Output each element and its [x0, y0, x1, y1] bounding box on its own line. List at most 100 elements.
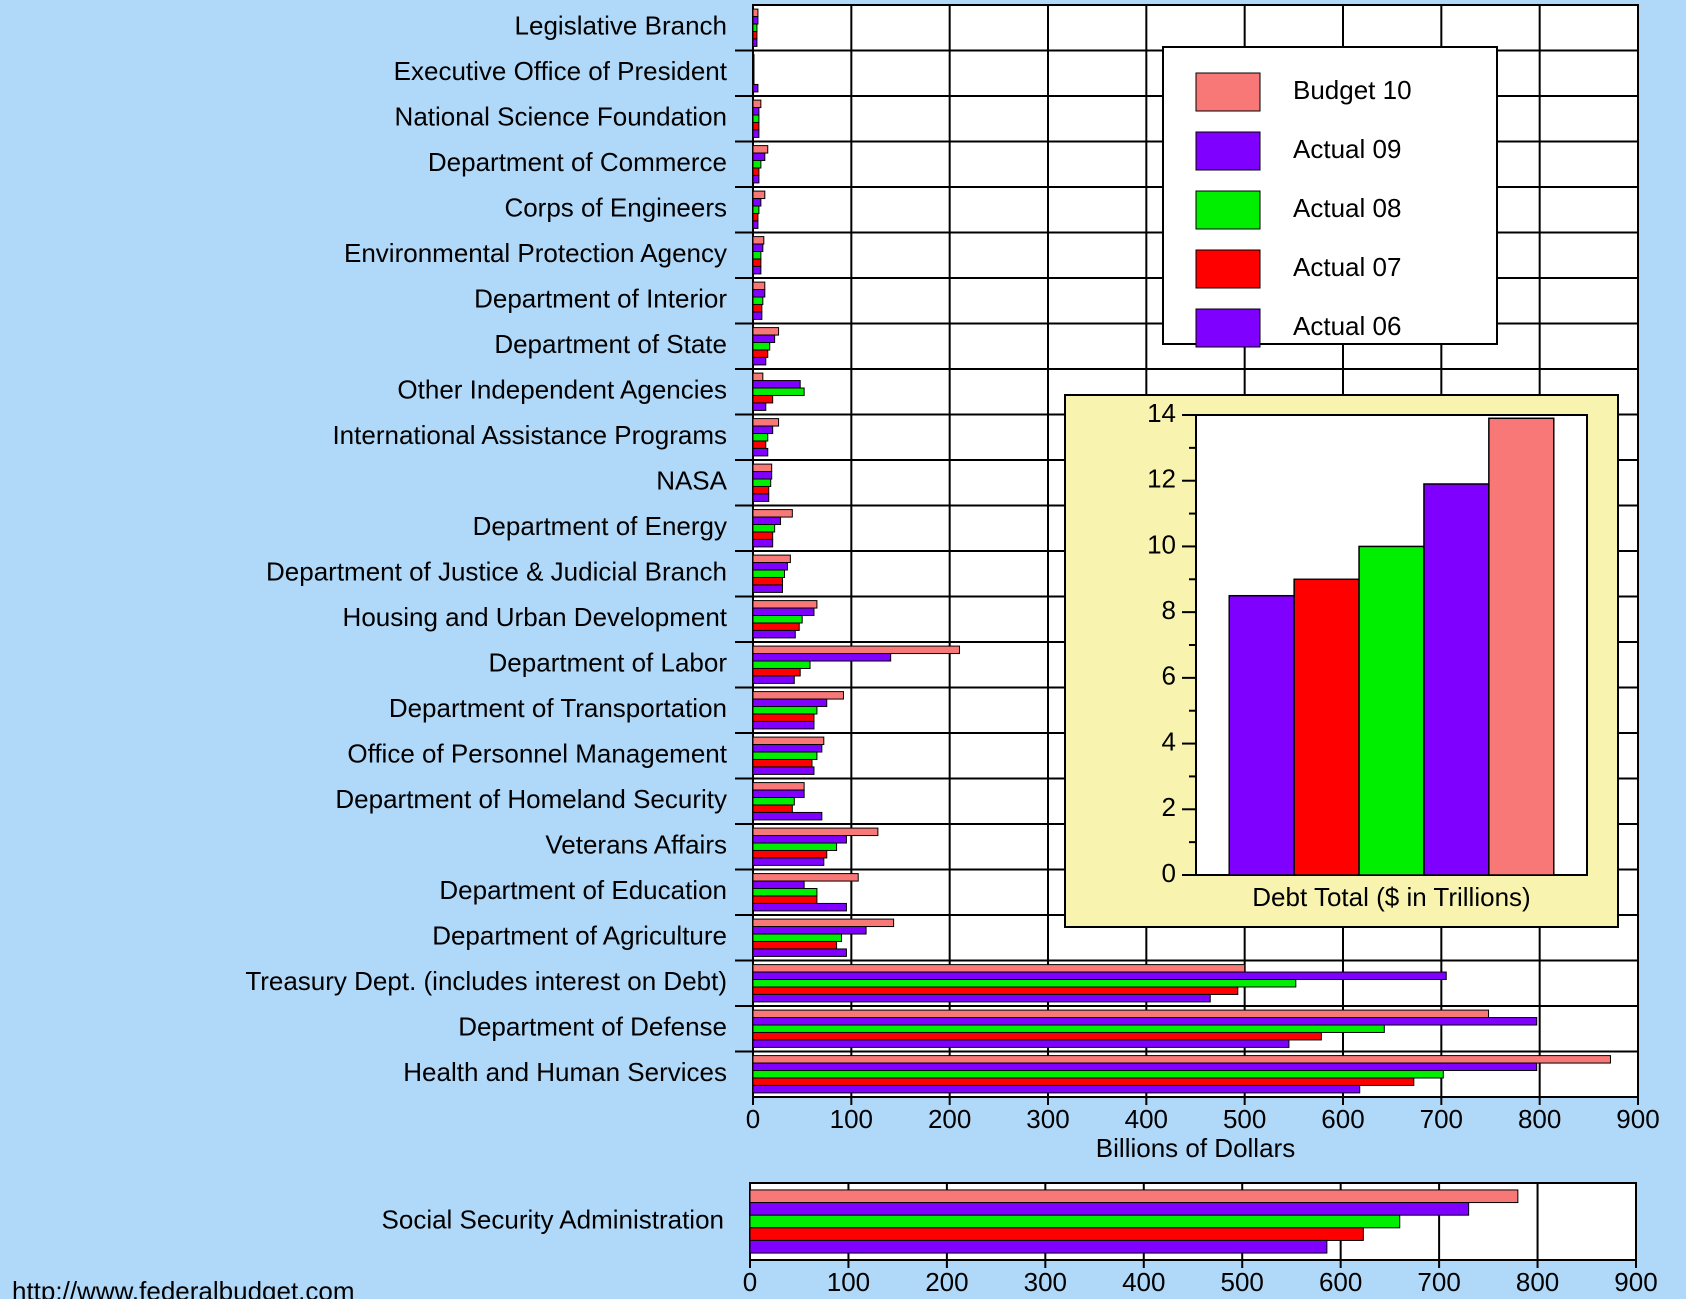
bar — [752, 926, 867, 935]
bar — [752, 706, 818, 715]
bar — [752, 281, 766, 291]
bar — [752, 190, 766, 200]
bar — [752, 584, 783, 593]
bar — [752, 296, 764, 305]
bar — [752, 61, 755, 71]
bar — [752, 1062, 1538, 1072]
bar — [752, 440, 767, 449]
bar — [752, 645, 960, 655]
bar — [752, 1070, 1444, 1079]
bar — [752, 145, 769, 154]
bar — [752, 516, 782, 526]
bar — [752, 236, 765, 245]
bar — [752, 38, 758, 47]
bar — [752, 8, 759, 18]
x-tick-label: 800 — [1516, 1267, 1559, 1297]
y-tick-label: Department of Transportation — [389, 693, 727, 723]
x-tick-label: 700 — [1417, 1267, 1460, 1297]
bar — [752, 562, 788, 571]
bar — [1488, 417, 1555, 876]
y-tick-label: 14 — [1147, 398, 1176, 428]
bar — [752, 736, 825, 746]
bar — [752, 554, 791, 564]
bar — [752, 849, 828, 859]
bar — [752, 76, 755, 85]
bar — [752, 827, 879, 837]
bar — [752, 675, 795, 684]
x-tick-label: 300 — [1024, 1267, 1067, 1297]
bar — [1423, 483, 1490, 876]
bar — [1228, 594, 1295, 876]
bar — [752, 509, 793, 518]
bar — [752, 334, 776, 344]
bar — [1358, 545, 1425, 876]
bar — [752, 797, 795, 806]
bar — [752, 493, 770, 502]
x-tick-label: 600 — [1319, 1267, 1362, 1297]
legend-label: Actual 09 — [1293, 134, 1401, 164]
y-tick-label: Department of Education — [439, 875, 727, 905]
bar — [752, 311, 763, 320]
x-tick-label: 0 — [743, 1267, 757, 1297]
x-tick-label: 300 — [1026, 1104, 1069, 1134]
x-tick-label: 100 — [830, 1104, 873, 1134]
bar — [752, 402, 767, 411]
bar — [752, 380, 801, 389]
bar — [752, 129, 760, 138]
bar — [752, 243, 764, 253]
y-tick-label: Housing and Urban Development — [343, 602, 728, 632]
bar — [752, 220, 759, 229]
bar — [752, 751, 818, 760]
bar — [752, 1039, 1290, 1048]
y-tick-label: 10 — [1147, 529, 1176, 559]
bar — [752, 857, 825, 866]
bar — [752, 811, 823, 821]
legend-swatch — [1195, 72, 1261, 112]
bar — [752, 895, 818, 904]
bar — [752, 653, 892, 662]
bar — [752, 447, 769, 457]
bar — [749, 1214, 1401, 1229]
bar — [752, 660, 811, 669]
bar — [752, 485, 770, 495]
bar — [752, 463, 773, 473]
y-tick-label: Department of Energy — [473, 511, 727, 541]
bar — [752, 576, 783, 586]
bar — [752, 691, 844, 700]
bar — [752, 349, 769, 358]
x-tick-label: 400 — [1122, 1267, 1165, 1297]
x-tick-label: 500 — [1223, 1104, 1266, 1134]
y-tick-label: Department of Commerce — [428, 147, 727, 177]
bar — [752, 387, 805, 396]
bar — [752, 471, 773, 480]
bar — [752, 1017, 1538, 1026]
bar — [752, 212, 759, 222]
y-tick-label: Social Security Administration — [382, 1204, 724, 1234]
legend-label: Budget 10 — [1293, 75, 1412, 105]
y-tick-label: 6 — [1162, 661, 1176, 691]
bar — [752, 205, 760, 214]
y-tick-label: Legislative Branch — [515, 11, 727, 41]
bar — [752, 986, 1239, 995]
bar — [752, 174, 760, 184]
bar — [752, 394, 774, 404]
bar — [752, 940, 838, 950]
y-tick-label: Treasury Dept. (includes interest on Deb… — [245, 966, 727, 996]
x-tick-label: 600 — [1321, 1104, 1364, 1134]
bar — [752, 342, 771, 351]
y-tick-label: International Assistance Programs — [332, 420, 727, 450]
bar — [752, 83, 759, 93]
bar — [752, 1031, 1322, 1041]
bar — [752, 607, 815, 617]
y-tick-label: Environmental Protection Agency — [344, 238, 727, 268]
bar — [752, 16, 759, 25]
bar — [752, 835, 847, 844]
bar — [752, 600, 818, 609]
bar — [752, 979, 1297, 988]
y-tick-label: Department of State — [494, 329, 727, 359]
bar — [752, 880, 805, 890]
bar — [752, 30, 758, 40]
bar — [752, 789, 805, 799]
y-tick-label: Other Independent Agencies — [397, 375, 727, 405]
